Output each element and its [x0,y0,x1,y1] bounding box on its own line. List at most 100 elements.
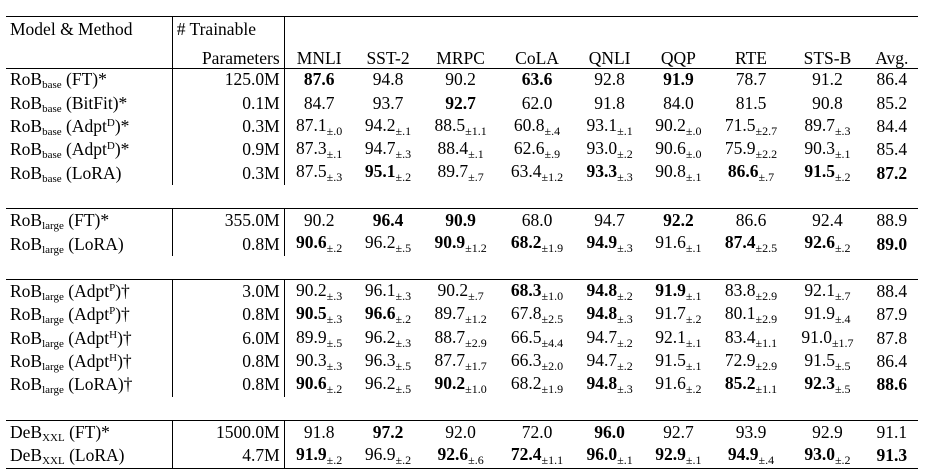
score-std: ±1.1 [541,452,564,467]
method-name: (LoRA)† [68,374,133,395]
method-name: (LoRA) [69,445,125,466]
score-cell: 87.2 [866,162,918,185]
group-spacer [6,397,918,421]
table-row: RoBlarge (LoRA)† 0.8M 90.6±.2 96.2±.5 90.2±1… [6,373,918,397]
score-value: 89.9 [296,326,327,347]
score-std: ±.2 [395,452,412,467]
score-cell: 92.9 [789,420,866,445]
score-std: ±.2 [834,170,851,185]
score-cell: 90.5±.3 [284,304,353,327]
score-value: 85.4 [876,139,908,160]
score-cell: 85.4 [866,138,918,161]
score-cell: 91.9±.4 [789,304,865,327]
score-value: 62.6 [513,138,545,159]
params-cell: 0.8M [172,303,285,327]
header-dataset: CoLA [515,48,559,69]
score-value: 84.4 [876,116,908,137]
score-value: 87.1 [296,114,327,135]
table-row: RoBbase (AdptD)* 0.3M 87.1±.0 94.2±.1 88.5±1… [6,114,918,139]
model-size: XXL [42,431,65,444]
score-value: 94.7 [586,349,618,370]
method-name: (Adpt [68,327,110,348]
model-base: RoB [10,139,43,160]
model-size: base [42,102,62,115]
score-cell: 96.2±.5 [354,233,423,256]
score-cell: 88.4 [865,279,918,304]
score-cell: 86.6±.7 [713,162,789,185]
model-base: RoB [10,374,43,395]
score-cell: 87.6 [284,67,354,92]
score-value: 68.0 [521,210,553,231]
score-value: 96.9 [364,443,396,464]
method-name: (Adpt [66,139,107,160]
score-std: ±1.1 [755,382,778,397]
model-base: RoB [10,69,43,90]
score-value: 60.8 [513,114,545,135]
score-cell: 90.8±.1 [644,162,713,185]
score-std: ±.1 [395,123,412,138]
method-name: (FT)* [69,421,110,442]
model-size: base [42,79,62,92]
score-cell: 86.4 [865,67,918,92]
score-cell: 90.2 [284,208,354,233]
score-std: ±.3 [617,241,633,256]
header-dataset: RTE [735,48,768,69]
score-value: 92.9 [655,443,686,464]
table-row: RoBbase (AdptD)* 0.9M 87.3±.1 94.7±.3 88.4±.… [6,138,918,162]
score-std: ±.1 [685,241,702,256]
score-cell: 92.1±.1 [644,327,713,350]
score-cell: 92.4 [789,208,866,233]
model-base: RoB [10,304,43,325]
score-cell: 68.3±1.0 [498,279,576,304]
score-value: 94.8 [586,279,618,300]
score-std: ±.1 [617,452,633,467]
score-cell: 92.0 [422,420,499,445]
score-std: ±1.9 [541,382,564,397]
score-cell: 86.6 [712,208,790,233]
score-value: 95.1 [364,161,396,182]
table-row: DeBXXL (FT)* 1500.0M 91.8 97.2 92.0 72.0 96.0 9… [6,420,918,445]
model-base: RoB [10,92,43,113]
header-row-2: Parameters MNLI SST-2 MRPC CoLA QNLI QQP… [6,44,918,69]
score-cell: 91.6±.2 [644,373,713,396]
score-std: ±1.0 [465,382,487,397]
score-cell: 83.4±1.1 [713,327,789,350]
score-cell: 78.7 [712,67,790,92]
score-value: 86.4 [876,351,908,372]
params-cell: 355.0M [172,208,285,233]
score-cell: 92.6±.2 [789,233,865,256]
score-std: ±2.7 [755,123,778,138]
score-value: 88.7 [434,326,466,347]
score-std: ±.2 [326,241,343,256]
score-cell: 87.9 [866,304,918,327]
spacer-cell [6,397,918,421]
score-std: ±.1 [685,335,702,350]
score-cell: 91.8 [284,420,354,445]
score-cell: 94.7±.3 [354,138,423,161]
score-value: 90.9 [434,232,466,253]
score-std: ±.5 [395,382,412,397]
score-std: ±1.9 [541,241,564,256]
score-cell: 95.1±.2 [354,162,423,185]
score-value: 90.6 [655,138,686,159]
score-value: 90.2 [655,114,686,135]
score-cell: 88.9 [865,208,918,233]
model-method-cell: RoBbase (AdptD)* [6,138,173,162]
score-cell: 83.8±2.9 [712,279,790,304]
score-value: 87.2 [876,162,908,183]
method-suffix: )† [117,327,132,348]
score-value: 92.7 [445,92,476,113]
score-cell: 89.7±.3 [789,115,865,138]
score-value: 86.4 [876,69,908,90]
score-value: 91.8 [303,421,335,442]
score-cell: 91.5±.1 [644,350,713,373]
score-cell: 94.8±.3 [575,373,644,396]
score-value: 94.7 [594,210,625,231]
score-value: 92.2 [663,210,694,231]
model-size: XXL [42,455,65,468]
score-cell: 94.7 [575,208,645,233]
score-cell: 91.9 [644,67,713,92]
score-value: 92.1 [804,279,835,300]
method-suffix: )† [115,304,130,325]
score-cell: 96.0 [575,420,645,445]
